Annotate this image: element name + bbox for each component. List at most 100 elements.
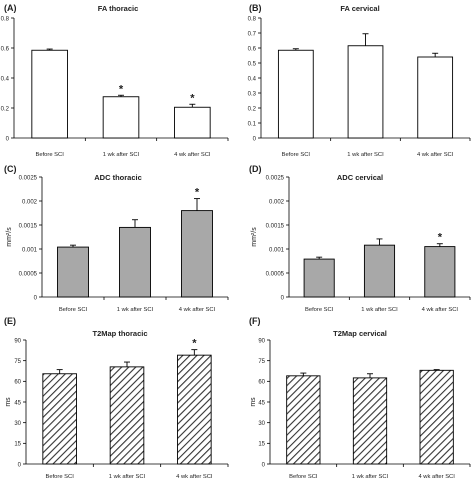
x-tick-label: 4 wk after SCI xyxy=(176,474,213,479)
x-tick-label: Before SCI xyxy=(282,152,311,158)
y-tick-label: 0.0025 xyxy=(266,175,285,181)
chart-title: T2Map thoracic xyxy=(92,329,147,338)
y-tick-label: 0.0025 xyxy=(19,175,38,181)
y-tick-label: 0.1 xyxy=(248,121,257,127)
x-tick-label: Before SCI xyxy=(289,474,318,479)
y-tick-label: 0.2 xyxy=(1,106,10,112)
y-tick-label: 0 xyxy=(262,462,266,468)
y-tick-label: 0.002 xyxy=(269,199,285,205)
y-tick-label: 0.001 xyxy=(22,247,38,253)
bar xyxy=(109,366,145,465)
x-tick-label: Before SCI xyxy=(45,474,74,479)
y-tick-label: 0 xyxy=(34,295,38,301)
bar xyxy=(277,49,314,139)
y-tick-label: 30 xyxy=(14,421,21,427)
y-axis-label: mm²/s xyxy=(251,227,258,247)
y-tick-label: 75 xyxy=(258,359,265,365)
chart-panel-e: (E) T2Map thoracic ms 0 15 30 45 60 75 90 Before S… xyxy=(4,316,229,479)
y-tick-label: 75 xyxy=(14,359,21,365)
bar xyxy=(177,354,212,465)
bar xyxy=(417,56,454,139)
x-tick-label: Before SCI xyxy=(305,307,334,313)
y-tick-label: 15 xyxy=(258,442,265,448)
panel-label: (D) xyxy=(249,164,262,174)
bar xyxy=(119,226,151,298)
chart-title: T2Map cervical xyxy=(333,329,387,338)
x-tick-label: 4 wk after SCI xyxy=(174,152,211,158)
significance-marker: * xyxy=(438,232,443,244)
y-tick-label: 60 xyxy=(14,380,21,386)
y-tick-label: 0.4 xyxy=(248,76,257,82)
bar xyxy=(31,49,68,139)
y-tick-label: 0.8 xyxy=(248,16,257,22)
chart-panel-d: (D) ADC cervical mm²/s 0 0.0005 0.001 0.0015 0.… xyxy=(249,164,471,313)
y-tick-label: 0.8 xyxy=(1,16,10,22)
y-axis-label: ms xyxy=(5,397,12,407)
y-tick-label: 0.002 xyxy=(22,199,38,205)
chart-panel-b: (B) FA cervical 0 0.1 0.2 0.3 0.4 0.5 0.6 0.7 0.8 B… xyxy=(248,3,471,158)
bar xyxy=(57,246,89,298)
panel-label: (F) xyxy=(249,316,261,326)
panel-label: (B) xyxy=(249,3,262,13)
y-tick-label: 0.0005 xyxy=(19,271,38,277)
y-tick-label: 0.2 xyxy=(248,106,257,112)
significance-marker: * xyxy=(195,187,200,199)
bar xyxy=(424,246,456,298)
panel-label: (E) xyxy=(4,316,16,326)
x-tick-label: 1 wk after SCI xyxy=(347,152,384,158)
y-tick-label: 0 xyxy=(6,136,10,142)
y-tick-label: 45 xyxy=(14,400,21,406)
y-tick-label: 0.0005 xyxy=(266,271,285,277)
chart-panel-a: (A) FA thoracic 0 0.2 0.4 0.6 0.8 Before SCI * 1 … xyxy=(1,3,229,158)
x-tick-label: 4 wk after SCI xyxy=(422,307,459,313)
chart-title: ADC cervical xyxy=(337,173,383,182)
x-tick-label: Before SCI xyxy=(59,307,88,313)
bar xyxy=(363,244,396,298)
x-tick-label: Before SCI xyxy=(35,152,64,158)
bar xyxy=(419,369,454,465)
y-tick-label: 60 xyxy=(258,380,265,386)
y-tick-label: 90 xyxy=(14,338,21,344)
y-tick-label: 90 xyxy=(258,338,265,344)
y-tick-label: 0.3 xyxy=(248,91,257,97)
bar xyxy=(352,377,388,465)
bar xyxy=(42,373,77,465)
bar xyxy=(286,375,321,465)
y-axis-label: ms xyxy=(250,397,257,407)
y-tick-label: 0.4 xyxy=(1,76,10,82)
y-tick-label: 0.6 xyxy=(248,46,257,52)
bar xyxy=(174,106,211,139)
panel-label: (A) xyxy=(4,3,17,13)
chart-panel-c: (C) ADC thoracic mm²/s 0 0.0005 0.001 0.0015 0.… xyxy=(4,164,229,313)
bar xyxy=(181,210,213,298)
x-tick-label: 4 wk after SCI xyxy=(179,307,216,313)
panel-label: (C) xyxy=(4,164,17,174)
significance-marker: * xyxy=(192,338,197,350)
y-tick-label: 0.5 xyxy=(248,61,257,67)
x-tick-label: 1 wk after SCI xyxy=(109,474,146,479)
y-axis-label: mm²/s xyxy=(6,227,13,247)
bar xyxy=(102,96,140,139)
x-tick-label: 1 wk after SCI xyxy=(352,474,389,479)
y-tick-label: 0.6 xyxy=(1,46,10,52)
bar xyxy=(303,258,335,298)
x-tick-label: 4 wk after SCI xyxy=(417,152,454,158)
chart-panel-f: (F) T2Map cervical ms 0 15 30 45 60 75 90 Before S… xyxy=(249,316,471,479)
x-tick-label: 1 wk after SCI xyxy=(361,307,398,313)
bar xyxy=(347,45,384,139)
y-tick-label: 0 xyxy=(18,462,22,468)
y-tick-label: 0.0015 xyxy=(266,223,285,229)
y-tick-label: 0.0015 xyxy=(19,223,38,229)
y-tick-label: 0.001 xyxy=(269,247,285,253)
y-tick-label: 15 xyxy=(14,442,21,448)
chart-title: FA thoracic xyxy=(98,4,139,13)
significance-marker: * xyxy=(119,83,124,95)
chart-title: FA cervical xyxy=(340,4,379,13)
y-tick-label: 0 xyxy=(281,295,285,301)
x-tick-label: 1 wk after SCI xyxy=(117,307,154,313)
y-tick-label: 0 xyxy=(253,136,257,142)
x-tick-label: 1 wk after SCI xyxy=(103,152,140,158)
significance-marker: * xyxy=(190,92,195,104)
y-tick-label: 45 xyxy=(258,400,265,406)
